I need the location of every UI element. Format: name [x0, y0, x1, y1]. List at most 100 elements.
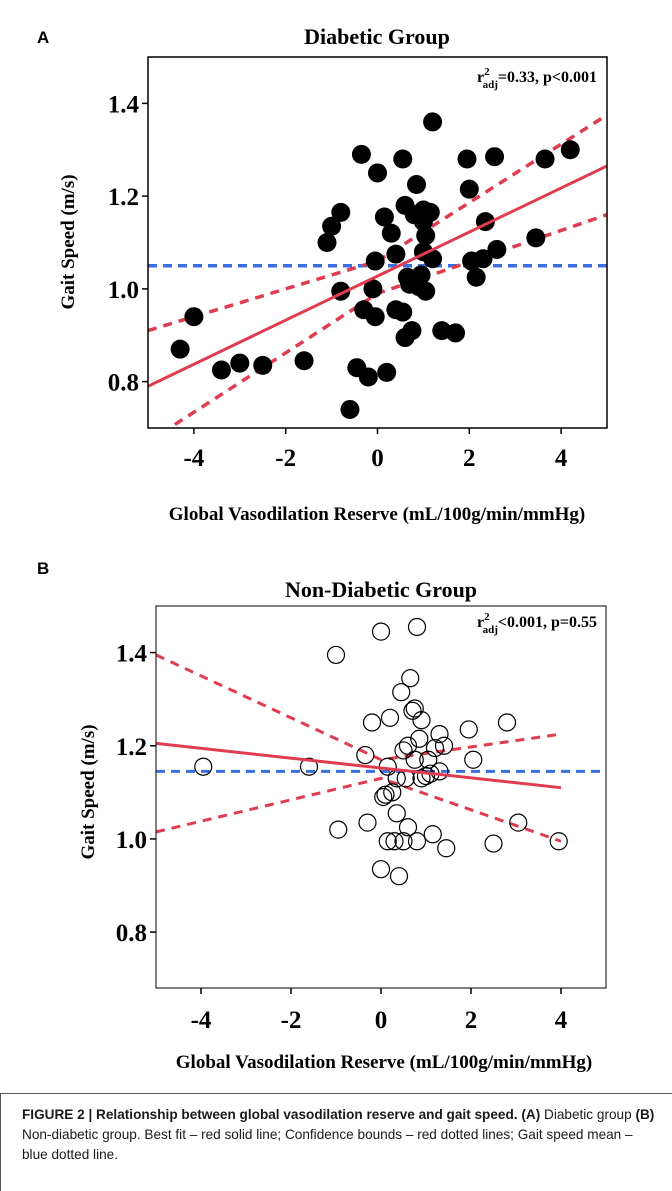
panel-a-title: Diabetic Group — [304, 24, 450, 49]
panel-a-label: A — [37, 28, 49, 47]
panel-a-ylabel: Gait Speed (m/s) — [58, 174, 79, 309]
panel-b-data-point — [401, 669, 420, 688]
panel-a-data-point — [170, 339, 190, 359]
panel-a-fit-line — [148, 164, 607, 388]
panel-b-xtick-label: 4 — [555, 1007, 568, 1034]
panel-a-xtick-label: 0 — [371, 445, 384, 472]
panel-a-data-point — [386, 244, 406, 264]
panel-a-data-point — [407, 175, 427, 195]
panel-b-data-point — [326, 645, 346, 665]
panel-a-ci-upper — [148, 113, 607, 333]
caption-left-rule — [0, 1093, 1, 1191]
caption-label-b: (B) — [635, 1107, 655, 1122]
panel-b-annotation: r2 adj<0.001, p=0.55 — [477, 611, 597, 636]
panel-b-data-point — [392, 683, 411, 702]
panel-a-data-point — [230, 353, 250, 373]
panel-b-ytick-label: 0.8 — [116, 920, 147, 947]
panel-b-data-point — [425, 738, 445, 758]
panel-a-data-point — [526, 228, 546, 248]
panel-a-data-point — [411, 265, 431, 285]
panel-b-xlabel: Global Vasodilation Reserve (mL/100g/min… — [176, 1052, 592, 1073]
panel-b-data-point — [509, 813, 528, 832]
panel-b-ci-lower — [156, 776, 562, 843]
panel-b-data-point — [380, 708, 400, 727]
panel-a-data-point — [184, 307, 204, 327]
panel-a-ytick-label: 1.4 — [108, 91, 140, 118]
panel-b-data-point — [407, 832, 427, 851]
panel-a-xlabel: Global Vasodilation Reserve (mL/100g/min… — [169, 504, 585, 525]
panel-b-data-point — [549, 832, 568, 851]
panel-b-data-point — [329, 820, 348, 839]
panel-b-data-point — [430, 725, 449, 744]
panel-b-data-point — [434, 736, 454, 755]
panel-b-data-point — [389, 867, 409, 886]
panel-a-data-point — [485, 147, 505, 167]
panel-b-ytick-label: 1.0 — [116, 827, 147, 854]
panel-b-data-point — [374, 787, 393, 807]
panel-b-ci-upper — [156, 653, 562, 762]
panel-a-data-point — [363, 279, 383, 299]
panel-a-data-point — [459, 179, 479, 199]
panel-b-data-point — [394, 832, 413, 851]
panel-a-data-point — [358, 367, 378, 387]
panel-b-data-point — [378, 832, 397, 851]
figure-caption: FIGURE 2 | Relationship between global v… — [22, 1105, 662, 1165]
panel-b-ylabel: Gait Speed (m/s) — [78, 724, 99, 859]
caption-text-b: Non-diabetic group. Best fit – red solid… — [22, 1127, 633, 1162]
panel-a-xtick-label: 2 — [463, 445, 476, 472]
panel-a-ytick-label: 1.2 — [108, 184, 139, 211]
panel-b-data-point — [405, 750, 424, 769]
panel-b-data-point — [376, 785, 395, 804]
panel-a-data-point — [351, 144, 371, 164]
panel-a-ytick-label: 0.8 — [108, 370, 139, 397]
panel-a-data-point — [402, 321, 422, 341]
caption-divider — [0, 1093, 672, 1094]
panel-a: A Diabetic Group -4 -2 0 2 4 0.8 1.0 1.2 1.4 r2 a… — [37, 24, 608, 525]
panel-a-data-point — [253, 355, 273, 375]
panel-b-data-point — [394, 741, 413, 760]
panel-a-xtick-label: 4 — [555, 445, 568, 472]
panel-b-title: Non-Diabetic Group — [285, 577, 477, 602]
caption-label-a: (A) — [521, 1107, 541, 1122]
panel-a-plot-area — [148, 112, 607, 428]
panel-a-data-point — [420, 202, 440, 222]
panel-b-data-point — [497, 713, 517, 732]
panel-a-data-point — [535, 149, 555, 169]
panel-a-ytick-label: 1.0 — [108, 277, 139, 304]
panel-b-xtick-label: 0 — [375, 1007, 388, 1034]
panel-b-plot-area — [156, 617, 606, 886]
panel-a-data-point — [393, 149, 413, 169]
panel-b-xtick-label: 2 — [465, 1007, 478, 1034]
panel-b-data-point — [358, 813, 377, 832]
panel-b-fit-line — [156, 741, 562, 790]
panel-b-data-point — [405, 699, 424, 718]
panel-b-ytick-label: 1.2 — [116, 734, 147, 761]
panel-a-xtick-label: -4 — [183, 445, 204, 472]
panel-a-data-point — [446, 323, 466, 343]
panel-a-data-point — [393, 302, 413, 322]
panel-a-data-point — [365, 251, 385, 271]
panel-b-ticks: -4 -2 0 2 4 0.8 1.0 1.2 1.4 — [116, 641, 568, 1034]
panel-a-data-point — [294, 351, 314, 371]
panel-b-data-point — [412, 711, 431, 730]
panel-a-data-point — [416, 226, 436, 246]
panel-b-data-point — [437, 839, 456, 858]
panel-a-data-point — [423, 112, 443, 132]
panel-b-data-point — [194, 757, 213, 776]
panel-a-data-point — [457, 149, 477, 169]
panel-b-data-point — [371, 622, 391, 641]
panel-a-data-point — [487, 239, 507, 259]
panel-b-data-point — [419, 750, 438, 769]
panel-b-data-point — [410, 729, 429, 748]
panel-a-data-point — [377, 362, 397, 382]
panel-a-data-point — [473, 249, 493, 269]
panel-b-data-point — [464, 750, 483, 769]
panel-b-data-point — [412, 769, 431, 788]
caption-head: FIGURE 2 | Relationship between global v… — [22, 1107, 518, 1122]
panel-a-xtick-label: -2 — [275, 445, 296, 472]
panel-b-data-point — [430, 762, 449, 781]
panel-a-annotation: r2 adj=0.33, p<0.001 — [477, 66, 597, 91]
panel-a-ci-lower — [166, 213, 607, 428]
panel-a-data-point — [560, 140, 580, 160]
panel-b-ytick-label: 1.4 — [116, 641, 148, 668]
